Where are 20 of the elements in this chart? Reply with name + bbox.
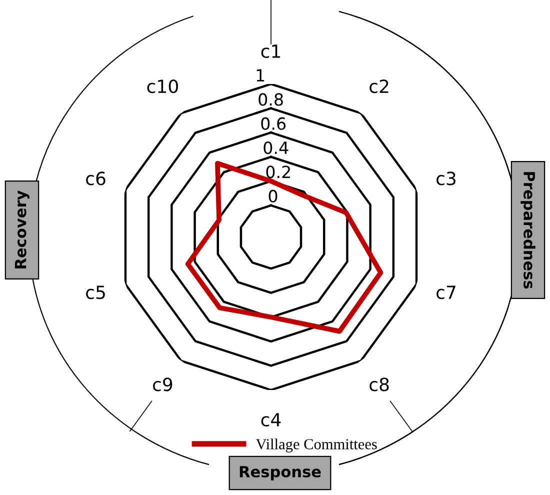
y-tick-label: 0.4 [264, 141, 288, 154]
text: Recovery [14, 190, 30, 268]
spoke-label: c2 [370, 80, 388, 94]
spoke-label: c10 [147, 80, 178, 94]
y-tick-label: 0.6 [261, 117, 286, 130]
spoke-label: c7 [436, 286, 456, 300]
y-tick-label: 0 [268, 190, 278, 202]
spoke-label: c9 [152, 378, 172, 392]
legend-label: Village Committees [256, 438, 377, 452]
spoke-label: c3 [436, 172, 456, 186]
y-tick-label: 1 [256, 69, 264, 82]
spoke-label: c6 [86, 172, 106, 186]
text: Response [240, 466, 321, 480]
spoke-label: c5 [86, 286, 105, 300]
y-tick-label: 0.8 [258, 93, 283, 106]
spoke-label: c1 [261, 44, 280, 58]
text: Preparedness [520, 172, 536, 289]
spoke-label: c8 [370, 378, 389, 392]
spoke-label: c4 [261, 413, 281, 426]
y-tick-label: 0.2 [266, 166, 290, 178]
